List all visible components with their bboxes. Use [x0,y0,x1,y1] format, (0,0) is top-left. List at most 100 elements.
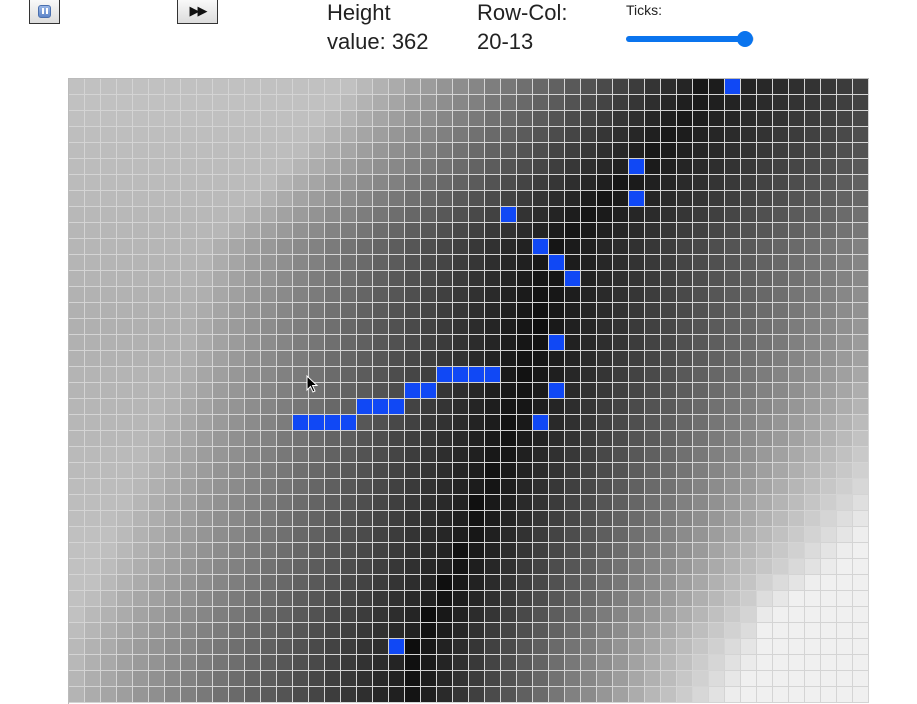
grid-cell[interactable] [165,303,181,319]
grid-cell[interactable] [165,287,181,303]
grid-cell[interactable] [389,207,405,223]
grid-cell[interactable] [549,303,565,319]
grid-cell[interactable] [437,607,453,623]
grid-cell[interactable] [645,671,661,687]
grid-cell[interactable] [133,111,149,127]
grid-cell[interactable] [773,383,789,399]
grid-cell[interactable] [629,399,645,415]
grid-cell[interactable] [517,287,533,303]
grid-cell[interactable] [357,655,373,671]
grid-cell[interactable] [741,479,757,495]
grid-cell[interactable] [389,575,405,591]
grid-cell[interactable] [421,639,437,655]
grid-cell[interactable] [757,639,773,655]
grid-cell[interactable] [85,543,101,559]
grid-cell[interactable] [405,367,421,383]
grid-cell[interactable] [437,655,453,671]
path-cell[interactable] [549,383,565,399]
grid-cell[interactable] [677,575,693,591]
grid-cell[interactable] [741,543,757,559]
grid-cell[interactable] [581,511,597,527]
grid-cell[interactable] [565,287,581,303]
grid-cell[interactable] [613,159,629,175]
grid-cell[interactable] [277,607,293,623]
grid-cell[interactable] [677,207,693,223]
grid-cell[interactable] [501,431,517,447]
grid-cell[interactable] [853,207,869,223]
grid-cell[interactable] [757,191,773,207]
grid-cell[interactable] [517,383,533,399]
grid-cell[interactable] [357,287,373,303]
grid-cell[interactable] [261,479,277,495]
grid-cell[interactable] [597,319,613,335]
grid-cell[interactable] [197,463,213,479]
grid-cell[interactable] [741,207,757,223]
grid-cell[interactable] [165,207,181,223]
grid-cell[interactable] [293,639,309,655]
grid-cell[interactable] [789,127,805,143]
grid-cell[interactable] [165,447,181,463]
grid-cell[interactable] [85,639,101,655]
grid-cell[interactable] [69,159,85,175]
grid-cell[interactable] [741,687,757,703]
grid-cell[interactable] [133,607,149,623]
grid-cell[interactable] [309,127,325,143]
grid-cell[interactable] [725,399,741,415]
grid-cell[interactable] [597,175,613,191]
grid-cell[interactable] [533,207,549,223]
grid-cell[interactable] [373,79,389,95]
grid-cell[interactable] [389,319,405,335]
grid-cell[interactable] [341,303,357,319]
grid-cell[interactable] [389,383,405,399]
grid-cell[interactable] [165,335,181,351]
grid-cell[interactable] [357,191,373,207]
grid-cell[interactable] [245,623,261,639]
grid-cell[interactable] [741,511,757,527]
grid-cell[interactable] [261,223,277,239]
grid-cell[interactable] [613,127,629,143]
grid-cell[interactable] [117,559,133,575]
grid-cell[interactable] [293,303,309,319]
grid-cell[interactable] [501,335,517,351]
grid-cell[interactable] [757,207,773,223]
grid-cell[interactable] [325,159,341,175]
grid-cell[interactable] [629,591,645,607]
grid-cell[interactable] [261,447,277,463]
grid-cell[interactable] [629,287,645,303]
grid-cell[interactable] [341,543,357,559]
grid-cell[interactable] [773,335,789,351]
grid-cell[interactable] [757,367,773,383]
grid-cell[interactable] [789,447,805,463]
grid-cell[interactable] [821,127,837,143]
grid-cell[interactable] [101,223,117,239]
grid-cell[interactable] [853,255,869,271]
grid-cell[interactable] [149,239,165,255]
grid-cell[interactable] [485,111,501,127]
grid-cell[interactable] [341,479,357,495]
grid-cell[interactable] [677,335,693,351]
grid-cell[interactable] [389,415,405,431]
grid-cell[interactable] [661,79,677,95]
grid-cell[interactable] [117,143,133,159]
grid-cell[interactable] [405,463,421,479]
grid-cell[interactable] [741,607,757,623]
grid-cell[interactable] [325,271,341,287]
grid-cell[interactable] [805,463,821,479]
grid-cell[interactable] [181,383,197,399]
grid-cell[interactable] [629,255,645,271]
grid-cell[interactable] [453,623,469,639]
grid-cell[interactable] [389,623,405,639]
grid-cell[interactable] [117,463,133,479]
grid-cell[interactable] [677,463,693,479]
grid-cell[interactable] [837,351,853,367]
grid-cell[interactable] [629,559,645,575]
grid-cell[interactable] [389,223,405,239]
grid-cell[interactable] [213,399,229,415]
grid-cell[interactable] [117,623,133,639]
grid-cell[interactable] [261,95,277,111]
grid-cell[interactable] [213,671,229,687]
grid-cell[interactable] [789,591,805,607]
grid-cell[interactable] [213,271,229,287]
grid-cell[interactable] [757,527,773,543]
grid-cell[interactable] [309,159,325,175]
